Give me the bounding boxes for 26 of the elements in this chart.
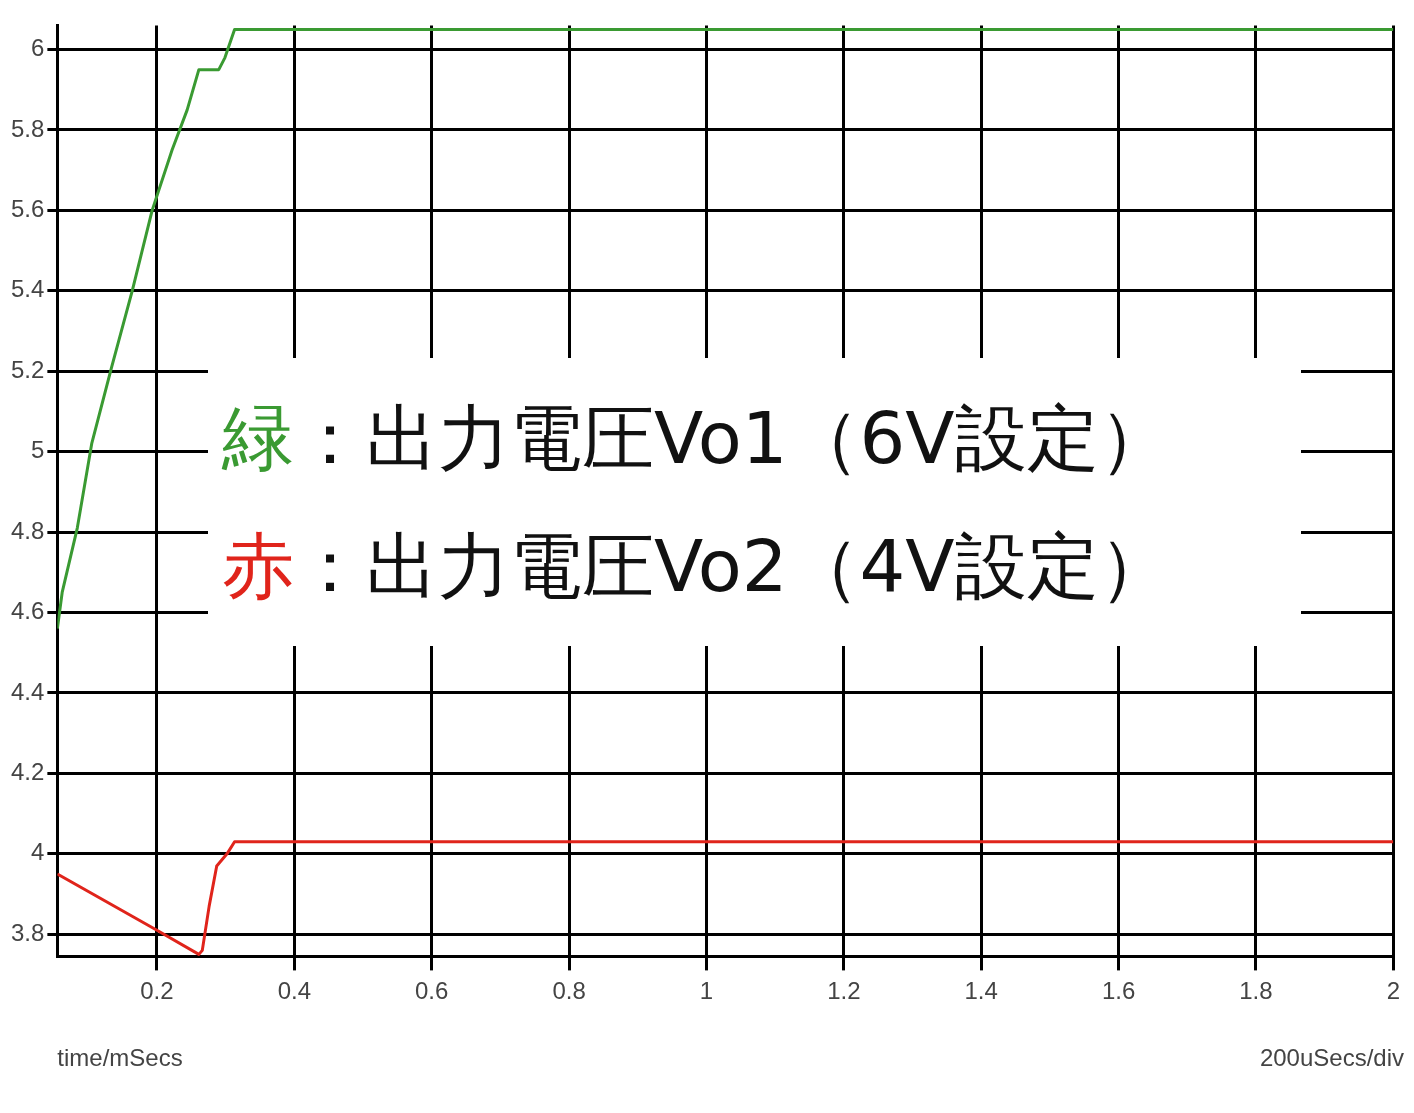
text: 200uSecs/div (1259, 1044, 1404, 1072)
y-tick-label: 4 (31, 838, 45, 866)
annotation: 緑：出力電圧Vo1（6V設定） (222, 396, 1171, 480)
y-tick-label: 6 (31, 34, 45, 62)
x-tick-label: 0.4 (277, 977, 312, 1005)
x-axis-title: time/mSecs (57, 1044, 183, 1072)
y-tick-label: 4.4 (10, 677, 45, 705)
x-tick-label: 1.2 (827, 977, 861, 1005)
y-tick-label: 4.8 (10, 516, 45, 544)
x-tick-label: 1.8 (1239, 977, 1273, 1005)
x-tick-label: 0.8 (552, 977, 586, 1005)
y-tick-label: 4.6 (10, 597, 45, 625)
y-tick-label: 5.6 (10, 195, 45, 223)
y-tick-label: 4.2 (10, 758, 45, 786)
x-tick-label: 0.2 (140, 977, 174, 1005)
x-tick-label: 2 (1386, 977, 1401, 1005)
y-tick-label: 5.8 (10, 114, 45, 142)
y-tick-label: 3.8 (10, 918, 45, 946)
x-tick-label: 1.6 (1101, 977, 1136, 1005)
x-tick-label: 0.6 (415, 977, 449, 1005)
y-tick-label: 5.2 (10, 355, 45, 383)
annotation: 赤：出力電圧Vo2（4V設定） (222, 524, 1171, 608)
y-tick-label: 5.4 (10, 275, 45, 303)
x-tick-label: 1.4 (964, 977, 998, 1005)
y-tick-label: 5 (31, 436, 45, 464)
x-tick-label: 1 (699, 977, 714, 1005)
